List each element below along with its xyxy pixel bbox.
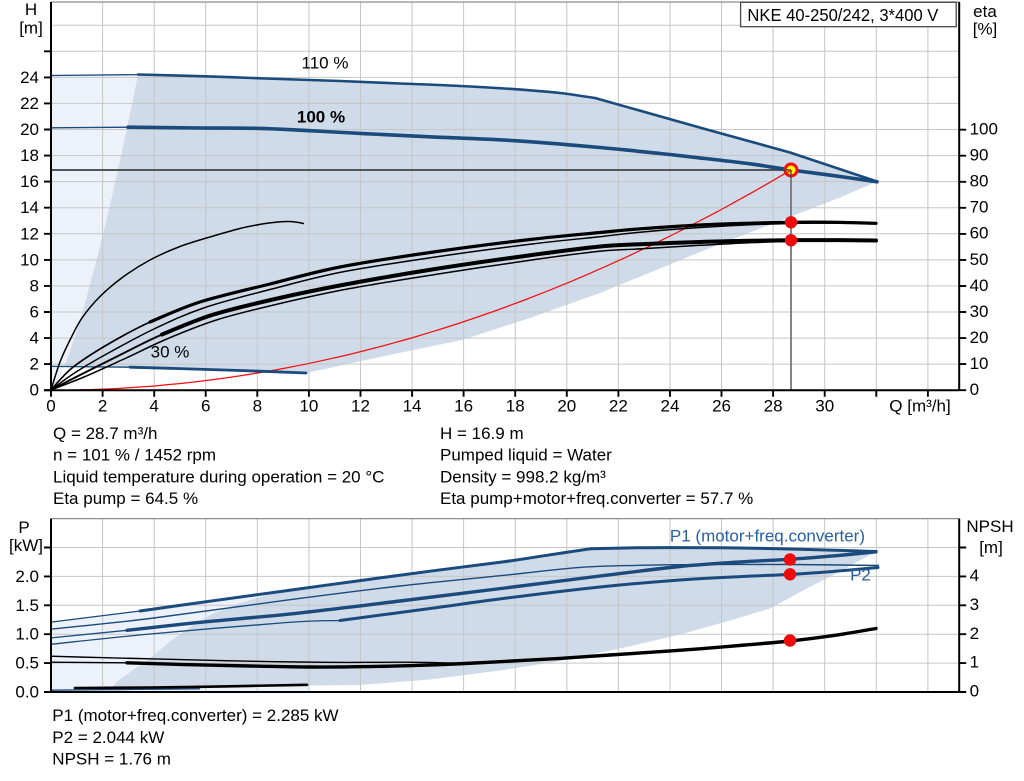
svg-text:4: 4 bbox=[149, 397, 158, 416]
svg-text:12: 12 bbox=[351, 397, 370, 416]
svg-text:P: P bbox=[18, 518, 29, 537]
svg-text:30: 30 bbox=[970, 302, 989, 321]
svg-text:0.0: 0.0 bbox=[15, 683, 39, 702]
svg-text:[kW]: [kW] bbox=[9, 536, 43, 555]
svg-text:10: 10 bbox=[970, 354, 989, 373]
svg-text:50: 50 bbox=[970, 250, 989, 269]
svg-text:16: 16 bbox=[20, 172, 39, 191]
svg-text:4: 4 bbox=[970, 566, 979, 585]
svg-text:NKE 40-250/242, 3*400 V: NKE 40-250/242, 3*400 V bbox=[747, 5, 939, 25]
svg-text:0: 0 bbox=[970, 380, 979, 399]
svg-text:20: 20 bbox=[20, 120, 39, 139]
svg-text:P1 (motor+freq.converter) = 2.: P1 (motor+freq.converter) = 2.285 kW bbox=[52, 706, 338, 725]
svg-text:2: 2 bbox=[970, 624, 979, 643]
svg-text:14: 14 bbox=[20, 198, 39, 217]
svg-text:Q = 28.7 m³/h: Q = 28.7 m³/h bbox=[53, 424, 157, 443]
svg-text:18: 18 bbox=[506, 397, 525, 416]
svg-text:2: 2 bbox=[30, 355, 39, 374]
svg-text:110 %: 110 % bbox=[302, 54, 349, 73]
svg-text:0: 0 bbox=[970, 682, 979, 701]
svg-text:90: 90 bbox=[970, 146, 989, 165]
svg-text:0.5: 0.5 bbox=[15, 654, 39, 673]
svg-text:n = 101 % / 1452 rpm: n = 101 % / 1452 rpm bbox=[53, 446, 216, 465]
svg-text:18: 18 bbox=[20, 146, 39, 165]
svg-text:10: 10 bbox=[20, 250, 39, 269]
svg-text:30 %: 30 % bbox=[151, 343, 190, 362]
svg-text:40: 40 bbox=[970, 276, 989, 295]
svg-text:14: 14 bbox=[403, 397, 422, 416]
svg-text:24: 24 bbox=[660, 397, 679, 416]
svg-text:[%]: [%] bbox=[973, 20, 998, 39]
svg-text:22: 22 bbox=[20, 94, 39, 113]
svg-text:80: 80 bbox=[970, 172, 989, 191]
svg-text:P1 (motor+freq.converter): P1 (motor+freq.converter) bbox=[670, 527, 865, 546]
svg-text:[m]: [m] bbox=[979, 538, 1003, 557]
svg-text:[m]: [m] bbox=[19, 19, 43, 38]
svg-text:8: 8 bbox=[30, 276, 39, 295]
svg-text:24: 24 bbox=[20, 68, 39, 87]
svg-text:0: 0 bbox=[46, 397, 55, 416]
svg-text:70: 70 bbox=[970, 198, 989, 217]
svg-text:28: 28 bbox=[764, 397, 783, 416]
svg-text:16: 16 bbox=[454, 397, 473, 416]
svg-text:Eta pump+motor+freq.converter: Eta pump+motor+freq.converter = 57.7 % bbox=[440, 489, 753, 508]
svg-text:0: 0 bbox=[30, 381, 39, 400]
svg-text:P2 = 2.044 kW: P2 = 2.044 kW bbox=[52, 728, 164, 747]
svg-text:Density = 998.2 kg/m³: Density = 998.2 kg/m³ bbox=[440, 467, 606, 486]
svg-text:60: 60 bbox=[970, 224, 989, 243]
svg-text:H = 16.9 m: H = 16.9 m bbox=[440, 424, 524, 443]
svg-text:NPSH: NPSH bbox=[966, 517, 1013, 536]
svg-text:2.0: 2.0 bbox=[15, 567, 39, 586]
svg-text:100 %: 100 % bbox=[297, 108, 345, 127]
svg-text:10: 10 bbox=[299, 397, 318, 416]
svg-text:100: 100 bbox=[970, 120, 998, 139]
svg-text:4: 4 bbox=[30, 329, 39, 348]
svg-text:22: 22 bbox=[609, 397, 628, 416]
svg-text:2: 2 bbox=[98, 397, 107, 416]
svg-text:H: H bbox=[25, 0, 37, 19]
svg-text:Liquid temperature during oper: Liquid temperature during operation = 20… bbox=[53, 467, 384, 486]
svg-text:NPSH = 1.76 m: NPSH = 1.76 m bbox=[52, 750, 171, 769]
svg-text:20: 20 bbox=[557, 397, 576, 416]
svg-text:1.5: 1.5 bbox=[15, 596, 39, 615]
svg-text:Eta pump = 64.5 %: Eta pump = 64.5 % bbox=[53, 489, 198, 508]
svg-text:Pumped liquid = Water: Pumped liquid = Water bbox=[440, 446, 612, 465]
svg-text:6: 6 bbox=[30, 302, 39, 321]
svg-text:20: 20 bbox=[970, 328, 989, 347]
svg-text:eta: eta bbox=[973, 2, 997, 21]
svg-text:30: 30 bbox=[815, 397, 834, 416]
svg-text:26: 26 bbox=[712, 397, 731, 416]
svg-text:1.0: 1.0 bbox=[15, 625, 39, 644]
svg-text:Q [m³/h]: Q [m³/h] bbox=[889, 397, 950, 416]
svg-text:3: 3 bbox=[970, 595, 979, 614]
svg-text:12: 12 bbox=[20, 224, 39, 243]
svg-text:8: 8 bbox=[253, 397, 262, 416]
svg-text:6: 6 bbox=[201, 397, 210, 416]
svg-text:P2: P2 bbox=[850, 566, 871, 585]
svg-text:1: 1 bbox=[970, 653, 979, 672]
